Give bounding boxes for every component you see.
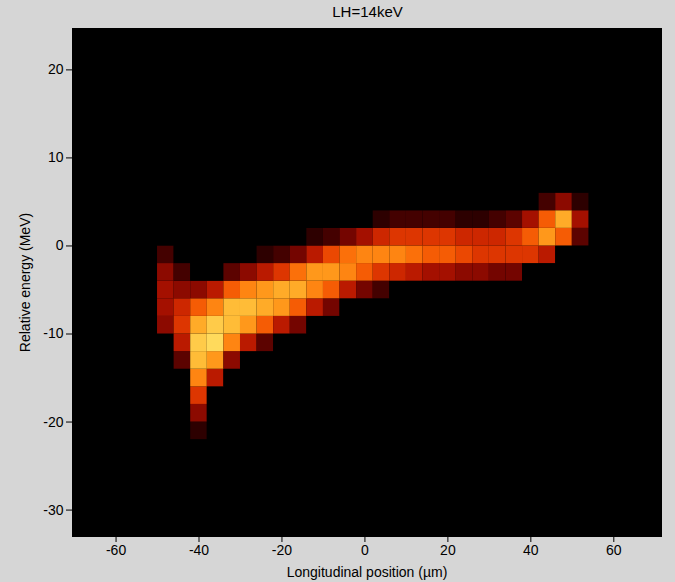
html-text:LH=14keV: LH=14keV — [332, 3, 403, 20]
svg-text:20: 20 — [48, 61, 64, 77]
svg-text:60: 60 — [606, 542, 622, 558]
svg-text:-20: -20 — [43, 414, 63, 430]
svg-text:-30: -30 — [43, 502, 63, 518]
svg-text:-60: -60 — [106, 542, 126, 558]
svg-text:10: 10 — [48, 149, 64, 165]
svg-text:0: 0 — [56, 237, 64, 253]
svg-text:-10: -10 — [43, 325, 63, 341]
svg-text:0: 0 — [361, 542, 369, 558]
svg-text:40: 40 — [523, 542, 539, 558]
svg-text:-20: -20 — [272, 542, 292, 558]
svg-text:20: 20 — [440, 542, 456, 558]
svg-text:Longitudinal position (µm): Longitudinal position (µm) — [287, 564, 448, 580]
svg-text:Relative energy (MeV): Relative energy (MeV) — [17, 213, 33, 352]
svg-text:-40: -40 — [189, 542, 209, 558]
